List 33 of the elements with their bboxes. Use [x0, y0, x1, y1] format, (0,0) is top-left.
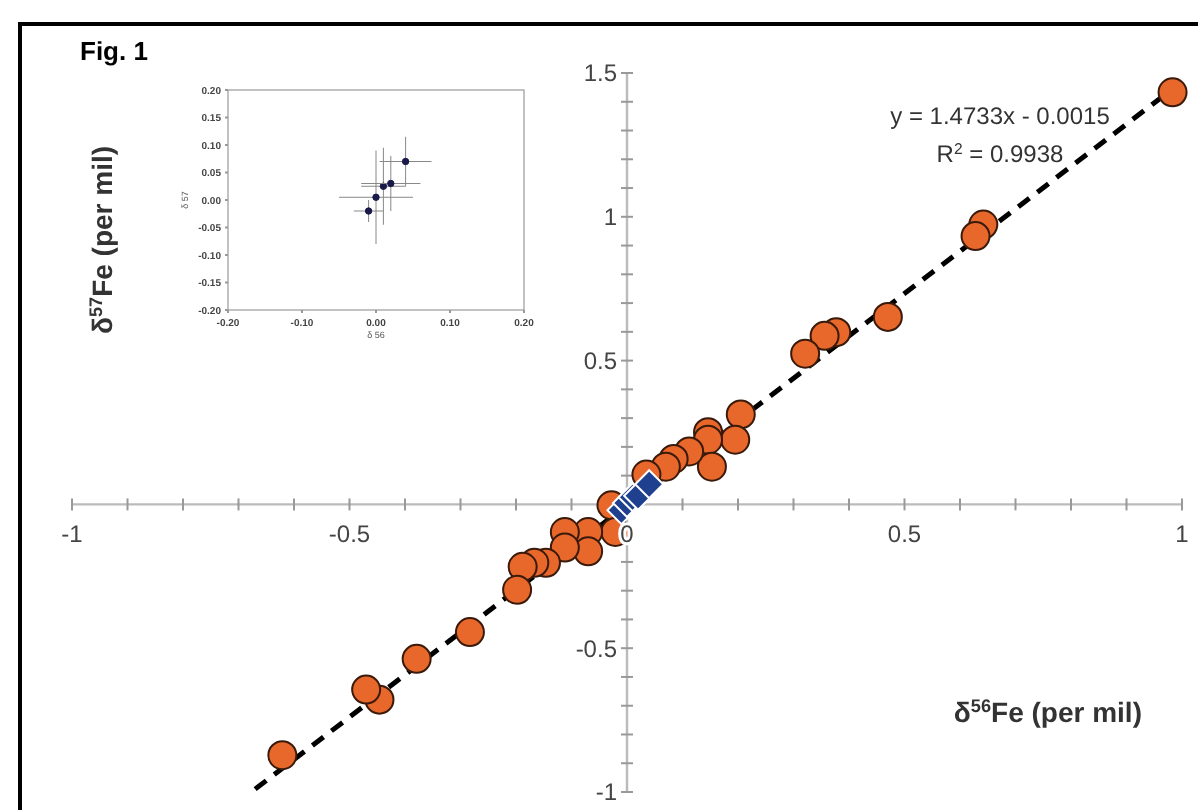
point — [696, 451, 727, 482]
chart-title: Fig. 1 — [80, 36, 148, 66]
point — [379, 182, 388, 190]
point — [502, 574, 533, 605]
y-tick-label: -0.5 — [575, 634, 618, 663]
point — [364, 207, 373, 215]
point — [372, 193, 380, 201]
x-tick-label: 0.5 — [887, 519, 922, 548]
point — [790, 338, 821, 369]
point — [809, 320, 840, 351]
point — [387, 179, 395, 188]
point — [725, 399, 756, 430]
point — [634, 469, 665, 500]
y-tick-label: 0.5 — [583, 347, 618, 375]
point — [1157, 77, 1188, 108]
y-tick-label: 1 — [603, 203, 618, 232]
y-tick-label: -1 — [595, 778, 618, 807]
point — [401, 157, 410, 166]
point — [401, 643, 432, 674]
y-tick-label: 1.5 — [583, 59, 618, 88]
x-tick-label: 1 — [1175, 519, 1190, 548]
point — [549, 532, 580, 563]
annotation: y = 1.4733x - 0.0015 — [890, 102, 1111, 130]
point — [267, 740, 298, 771]
annotation: R$^{2}$ = 0.9938 — [936, 139, 1065, 168]
x-tick-label: -1 — [61, 519, 84, 548]
point — [960, 221, 991, 252]
point — [720, 424, 751, 455]
point — [351, 674, 382, 705]
point — [454, 617, 485, 648]
x-axis-title: δ$^{56}$Fe (per mil) — [953, 696, 1142, 728]
point — [872, 301, 903, 332]
x-tick-label: -0.5 — [328, 519, 371, 548]
